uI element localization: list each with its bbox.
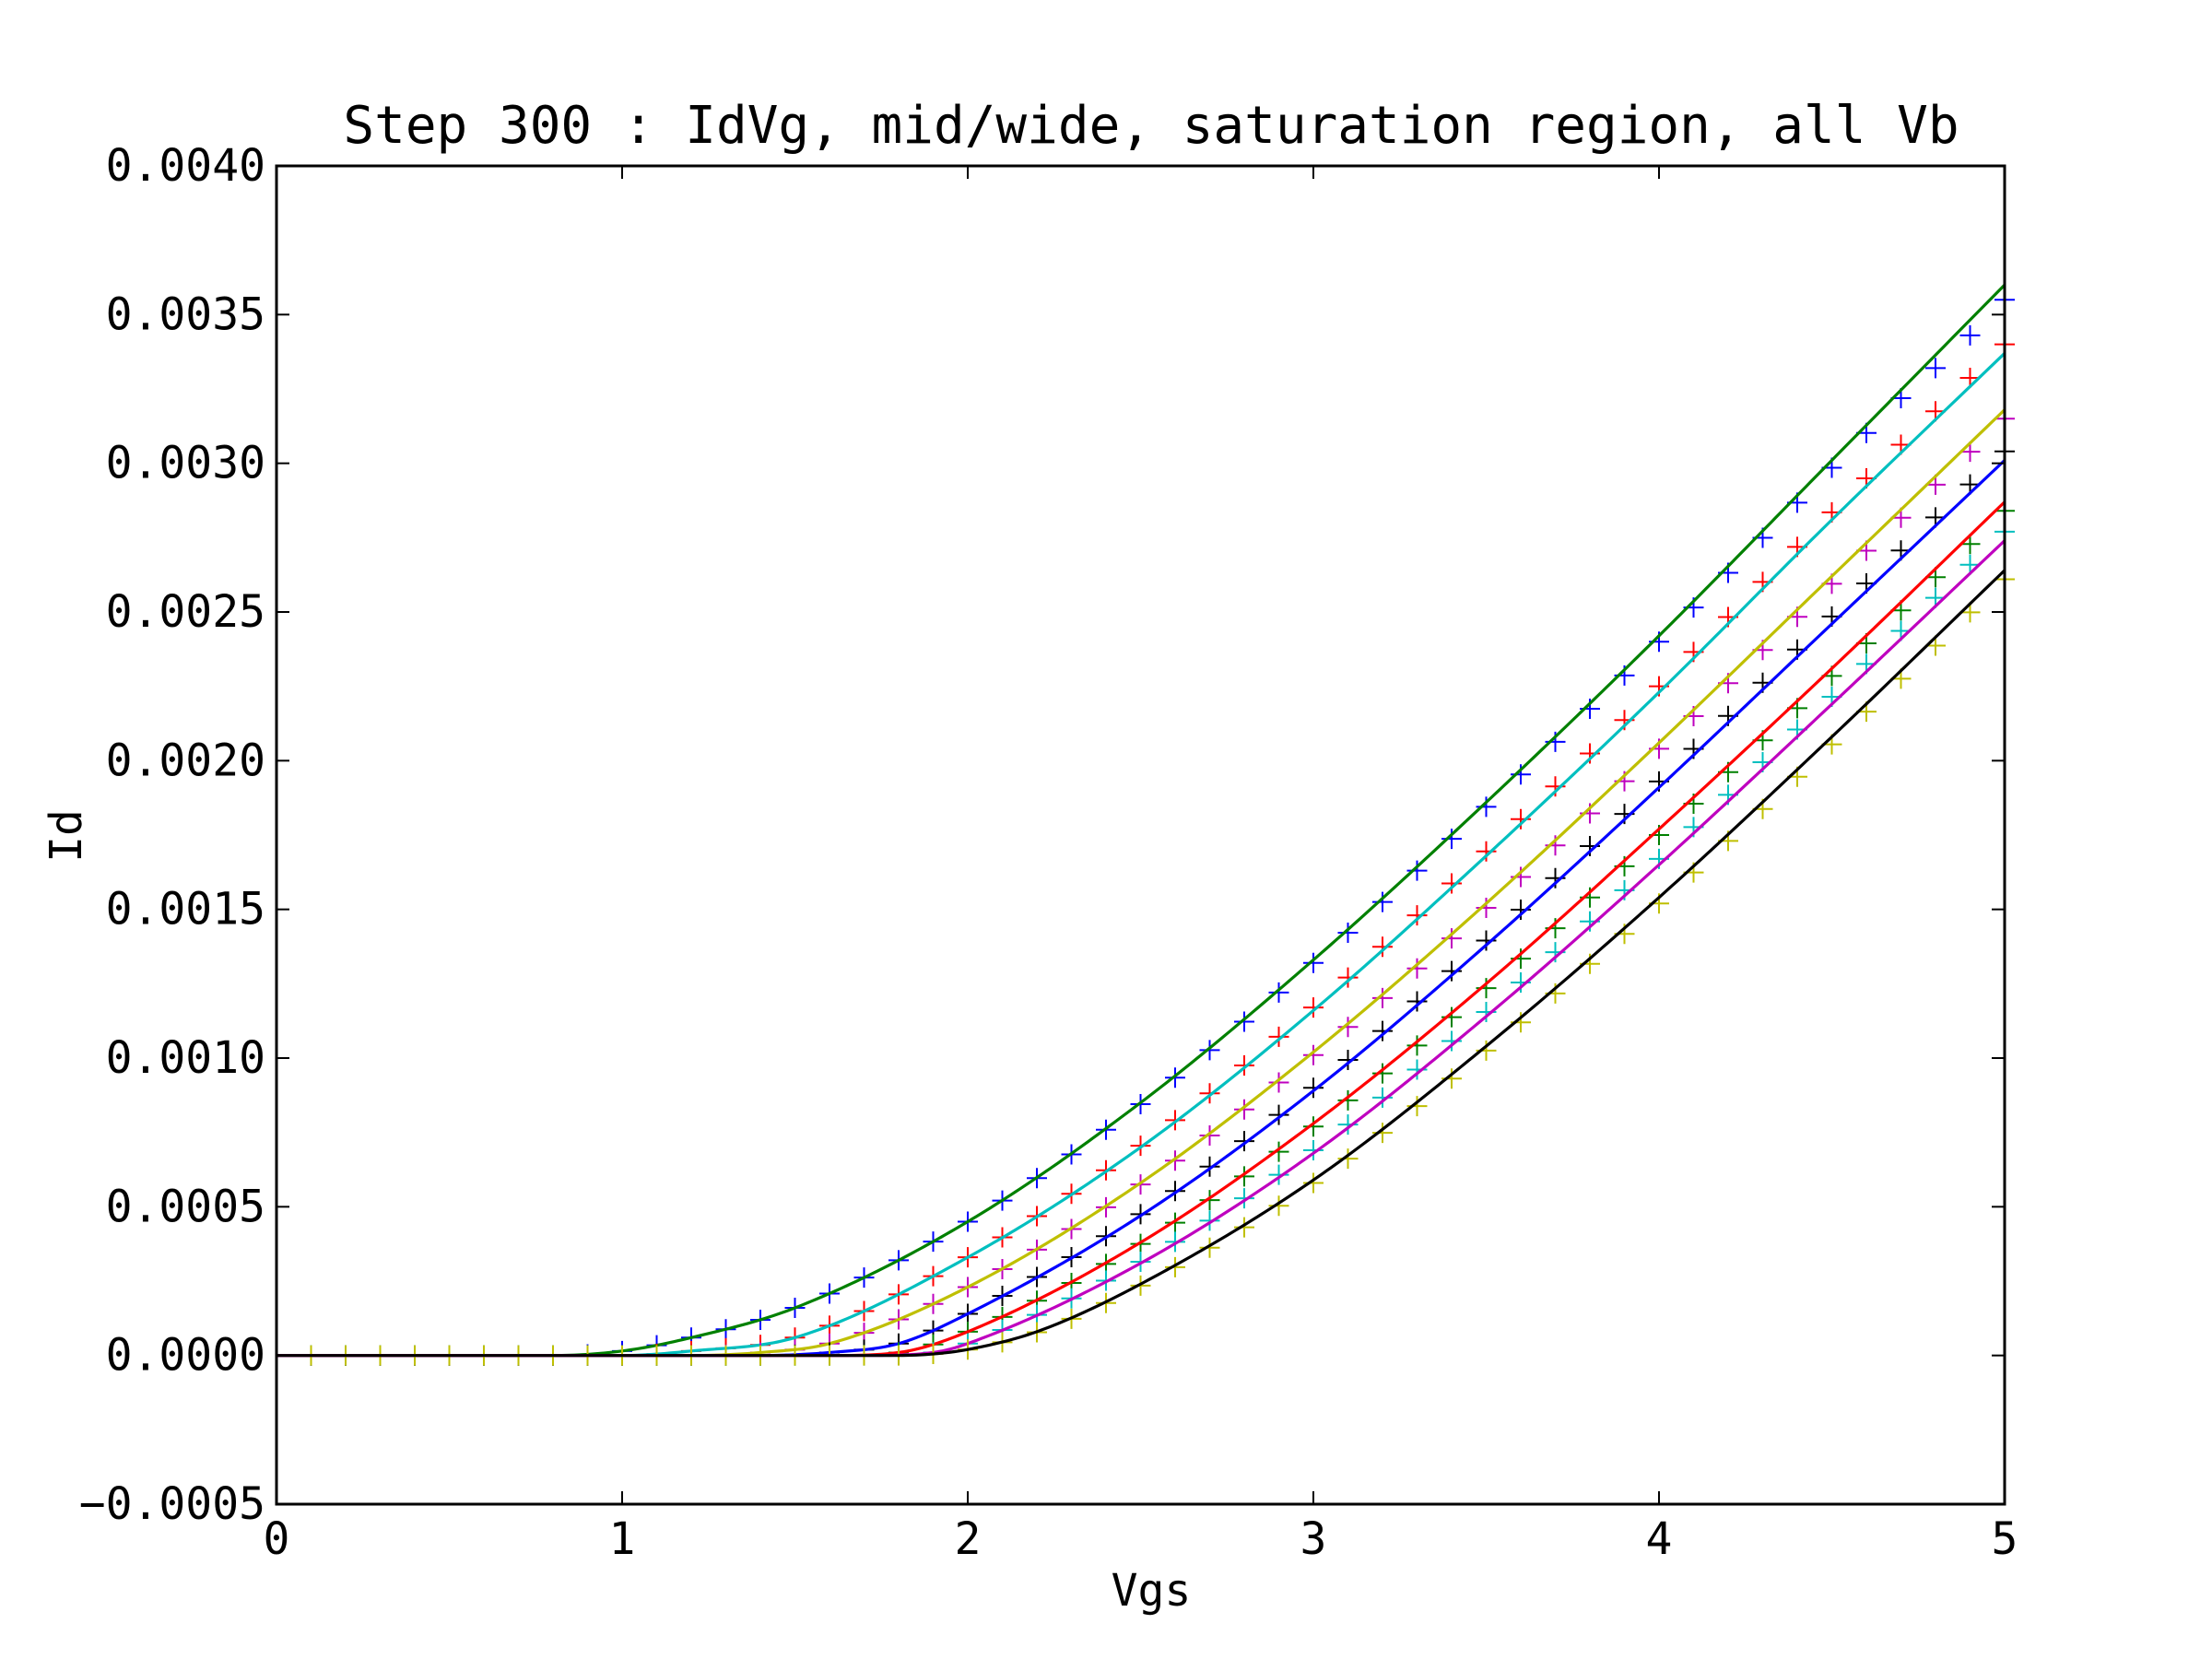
data-point <box>1268 1164 1289 1185</box>
data-point <box>1234 1166 1254 1187</box>
data-point <box>1199 1190 1220 1211</box>
series-line <box>276 569 2006 1358</box>
y-tick-label: 0.0030 <box>106 438 265 489</box>
plot-area <box>276 283 2015 1366</box>
data-point <box>1441 873 1462 894</box>
y-tick-label: 0.0025 <box>106 586 265 638</box>
data-point <box>1372 891 1393 912</box>
x-tick-label: 3 <box>1300 1513 1327 1565</box>
data-point <box>1234 1131 1254 1152</box>
data-point <box>1303 952 1324 973</box>
data-point <box>1199 1040 1220 1061</box>
data-point <box>1199 1125 1220 1147</box>
y-axis-label: Id <box>41 809 92 863</box>
data-point <box>1268 1104 1289 1125</box>
chart-title: Step 300 : IdVg, mid/wide, saturation re… <box>343 96 1959 156</box>
data-point <box>1268 1026 1289 1047</box>
data-point <box>1337 1089 1359 1111</box>
data-point <box>1406 958 1428 979</box>
x-tick-label: 4 <box>1646 1513 1673 1565</box>
x-axis-label: Vgs <box>1112 1565 1192 1617</box>
data-point <box>1303 997 1324 1018</box>
data-point <box>1165 1181 1185 1202</box>
data-point <box>1234 1011 1254 1032</box>
data-point <box>1406 860 1428 881</box>
data-point <box>1441 829 1462 850</box>
data-point <box>1337 967 1359 988</box>
data-point <box>1925 358 1946 379</box>
data-point <box>1199 1156 1220 1177</box>
axis-ticks: 0 1 2 3 4 5 −0.0005 0.0000 0.0005 0.0010 0.0015 0.0… <box>79 140 2018 1565</box>
y-tick-label: 0.0020 <box>106 735 265 786</box>
data-point <box>1406 905 1428 926</box>
y-tick-label: 0.0005 <box>106 1181 265 1232</box>
data-point <box>1199 1083 1220 1104</box>
y-tick-label: −0.0005 <box>79 1478 265 1530</box>
data-point <box>1199 1210 1220 1231</box>
data-point <box>1199 1237 1220 1258</box>
data-point <box>1165 1231 1185 1253</box>
x-tick-label: 5 <box>1992 1513 2018 1565</box>
x-tick-label: 2 <box>955 1513 982 1565</box>
data-point <box>1337 923 1359 944</box>
data-point <box>1337 1017 1359 1038</box>
data-point <box>1959 324 1981 346</box>
data-point <box>1406 991 1428 1012</box>
y-tick-label: 0.0010 <box>106 1032 265 1084</box>
data-point <box>1372 936 1393 958</box>
x-tick-label: 0 <box>264 1513 290 1565</box>
data-point <box>1303 1140 1324 1161</box>
y-tick-label: 0.0035 <box>106 288 265 340</box>
axes-frame <box>275 164 2006 1506</box>
data-point <box>1268 1141 1289 1162</box>
data-point <box>1372 1020 1393 1041</box>
data-point <box>1234 1188 1254 1209</box>
data-point <box>1165 1212 1185 1233</box>
data-point <box>1268 982 1289 1003</box>
data-point <box>1234 1217 1254 1238</box>
data-point <box>1303 1077 1324 1099</box>
y-tick-label: 0.0015 <box>106 884 265 935</box>
x-tick-label: 1 <box>609 1513 636 1565</box>
data-point <box>1234 1054 1254 1076</box>
data-point <box>1234 1099 1254 1120</box>
data-point <box>1303 1116 1324 1137</box>
data-point <box>1165 1256 1185 1277</box>
data-point <box>1337 1114 1359 1135</box>
data-point <box>1337 1049 1359 1070</box>
data-point <box>1268 1072 1289 1093</box>
data-point <box>1372 987 1393 1008</box>
data-point <box>1303 1044 1324 1065</box>
y-tick-label: 0.0040 <box>106 140 265 192</box>
y-tick-label: 0.0000 <box>106 1330 265 1382</box>
